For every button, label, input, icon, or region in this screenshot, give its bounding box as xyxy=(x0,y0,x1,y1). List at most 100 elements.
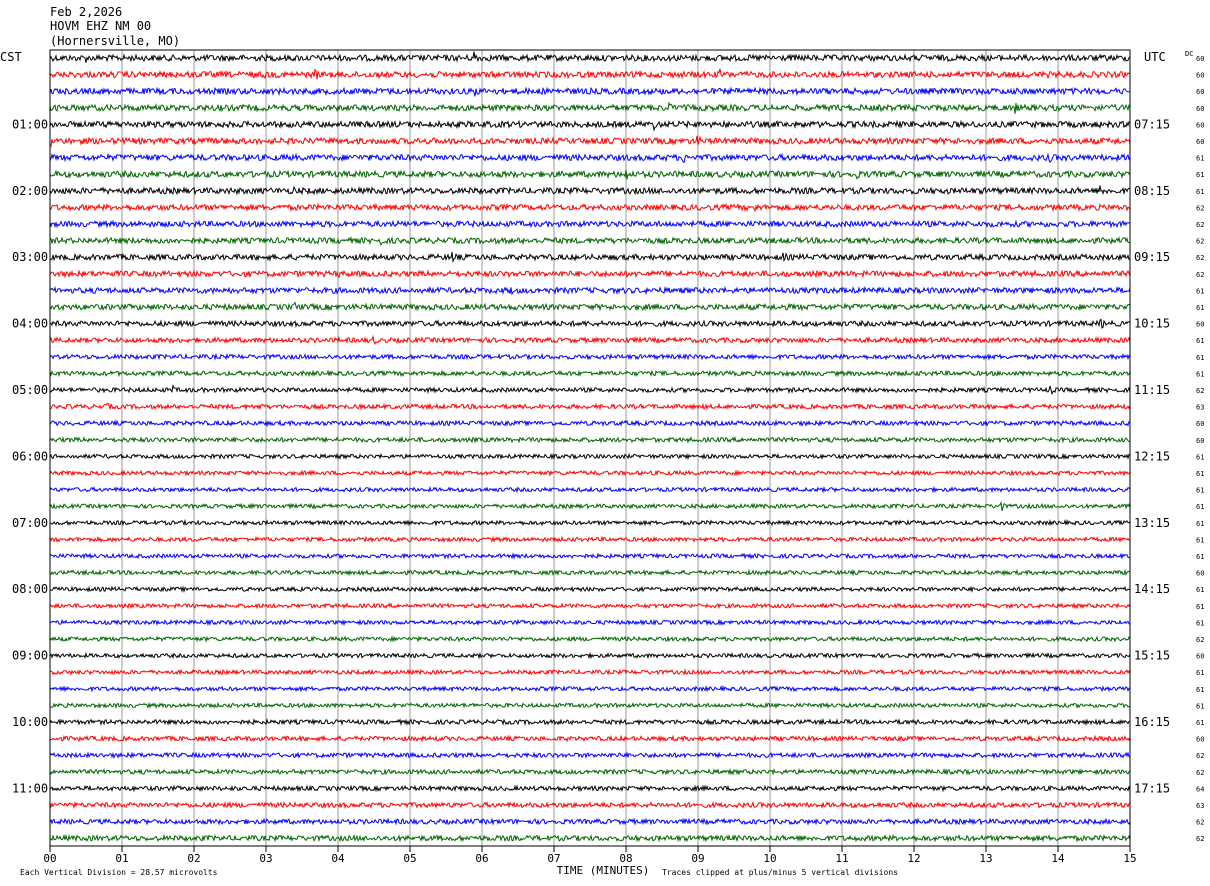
trace-row xyxy=(49,301,1131,312)
dc-value: 60 xyxy=(1196,121,1204,129)
trace-row xyxy=(49,68,1131,80)
left-hour-label: 06:00 xyxy=(12,449,48,463)
trace-row xyxy=(49,402,1131,411)
x-tick-label: 00 xyxy=(43,852,56,865)
dc-value: 64 xyxy=(1196,785,1204,793)
trace-row xyxy=(49,383,1131,396)
trace-row xyxy=(49,435,1131,444)
trace-row xyxy=(49,568,1131,577)
trace-row xyxy=(49,684,1131,693)
dc-value: 61 xyxy=(1196,669,1204,677)
dc-value: 62 xyxy=(1196,271,1204,279)
dc-value: 60 xyxy=(1196,736,1204,744)
dc-value: 60 xyxy=(1196,653,1204,661)
left-hour-label: 01:00 xyxy=(12,117,48,131)
left-hour-label: 05:00 xyxy=(12,383,48,397)
dc-value: 60 xyxy=(1196,321,1204,329)
trace-row xyxy=(49,452,1131,461)
x-tick-label: 12 xyxy=(907,852,920,865)
trace-row xyxy=(49,334,1131,346)
dc-value: 63 xyxy=(1196,404,1204,412)
dc-value: 62 xyxy=(1196,238,1204,246)
dc-value: 62 xyxy=(1196,221,1204,229)
right-hour-label: 15:15 xyxy=(1134,649,1170,663)
dc-value: 60 xyxy=(1196,437,1204,445)
dc-value: 61 xyxy=(1196,188,1204,196)
trace-row xyxy=(49,668,1131,676)
trace-row xyxy=(49,119,1131,132)
trace-row xyxy=(49,552,1131,560)
trace-row xyxy=(49,469,1131,477)
right-hour-label: 07:15 xyxy=(1134,117,1170,131)
dc-value: 61 xyxy=(1196,470,1204,478)
scale-note: Each Vertical Division = 28.57 microvolt… xyxy=(20,868,218,877)
right-hour-label: 11:15 xyxy=(1134,383,1170,397)
x-tick-label: 03 xyxy=(259,852,272,865)
dc-value: 63 xyxy=(1196,802,1204,810)
dc-value: 60 xyxy=(1196,570,1204,578)
dc-value: 61 xyxy=(1196,586,1204,594)
trace-row xyxy=(49,352,1131,361)
dc-value: 62 xyxy=(1196,769,1204,777)
x-tick-label: 13 xyxy=(979,852,992,865)
dc-value: 62 xyxy=(1196,835,1204,843)
trace-row xyxy=(49,751,1131,760)
right-hour-label: 13:15 xyxy=(1134,516,1170,530)
dc-value: 62 xyxy=(1196,752,1204,760)
dc-value: 61 xyxy=(1196,520,1204,528)
dc-value: 61 xyxy=(1196,503,1204,511)
x-tick-label: 14 xyxy=(1051,852,1065,865)
trace-row xyxy=(49,817,1131,826)
minute-gridlines xyxy=(121,50,1059,846)
trace-row xyxy=(49,701,1131,710)
date-label: Feb 2,2026 xyxy=(50,5,122,19)
trace-row xyxy=(49,369,1131,378)
dc-value: 61 xyxy=(1196,487,1204,495)
trace-row xyxy=(49,734,1131,743)
trace-row xyxy=(49,602,1131,610)
dc-value: 60 xyxy=(1196,105,1204,113)
dc-value: 61 xyxy=(1196,603,1204,611)
left-timezone-label: CST xyxy=(0,50,22,64)
trace-row xyxy=(49,485,1131,494)
x-tick-label: 01 xyxy=(115,852,128,865)
trace-row xyxy=(49,251,1131,264)
trace-row xyxy=(49,784,1131,793)
right-hour-label: 17:15 xyxy=(1134,781,1170,795)
dc-value: 61 xyxy=(1196,702,1204,710)
dc-value: 62 xyxy=(1196,204,1204,212)
dc-value: 60 xyxy=(1196,72,1204,80)
location-label: (Hornersville, MO) xyxy=(50,34,180,48)
right-timezone-label: UTC xyxy=(1144,50,1166,64)
trace-row xyxy=(49,419,1131,428)
trace-row xyxy=(49,800,1131,810)
right-hour-label: 08:15 xyxy=(1134,184,1170,198)
x-tick-label: 11 xyxy=(835,852,848,865)
dc-value: 62 xyxy=(1196,819,1204,827)
trace-row xyxy=(49,618,1131,627)
right-hour-label: 12:15 xyxy=(1134,449,1170,463)
trace-row xyxy=(49,101,1131,114)
trace-row xyxy=(49,535,1131,544)
trace-row xyxy=(49,833,1131,843)
trace-row xyxy=(49,518,1131,527)
dc-value: 61 xyxy=(1196,337,1204,345)
trace-row xyxy=(49,585,1131,594)
left-hour-label: 02:00 xyxy=(12,184,48,198)
trace-row xyxy=(49,269,1131,279)
dc-value: 60 xyxy=(1196,88,1204,96)
trace-row xyxy=(49,51,1131,63)
left-hour-label: 10:00 xyxy=(12,715,48,729)
dc-value: 60 xyxy=(1196,138,1204,146)
x-tick-label: 10 xyxy=(763,852,776,865)
trace-row xyxy=(49,185,1130,196)
right-hour-label: 10:15 xyxy=(1134,317,1170,331)
left-hour-label: 03:00 xyxy=(12,250,48,264)
trace-row xyxy=(49,651,1131,660)
trace-row xyxy=(49,202,1131,213)
dc-value: 61 xyxy=(1196,719,1204,727)
trace-row xyxy=(49,86,1131,97)
station-label: HOVM EHZ NM 00 xyxy=(50,19,151,33)
trace-row xyxy=(49,635,1131,643)
